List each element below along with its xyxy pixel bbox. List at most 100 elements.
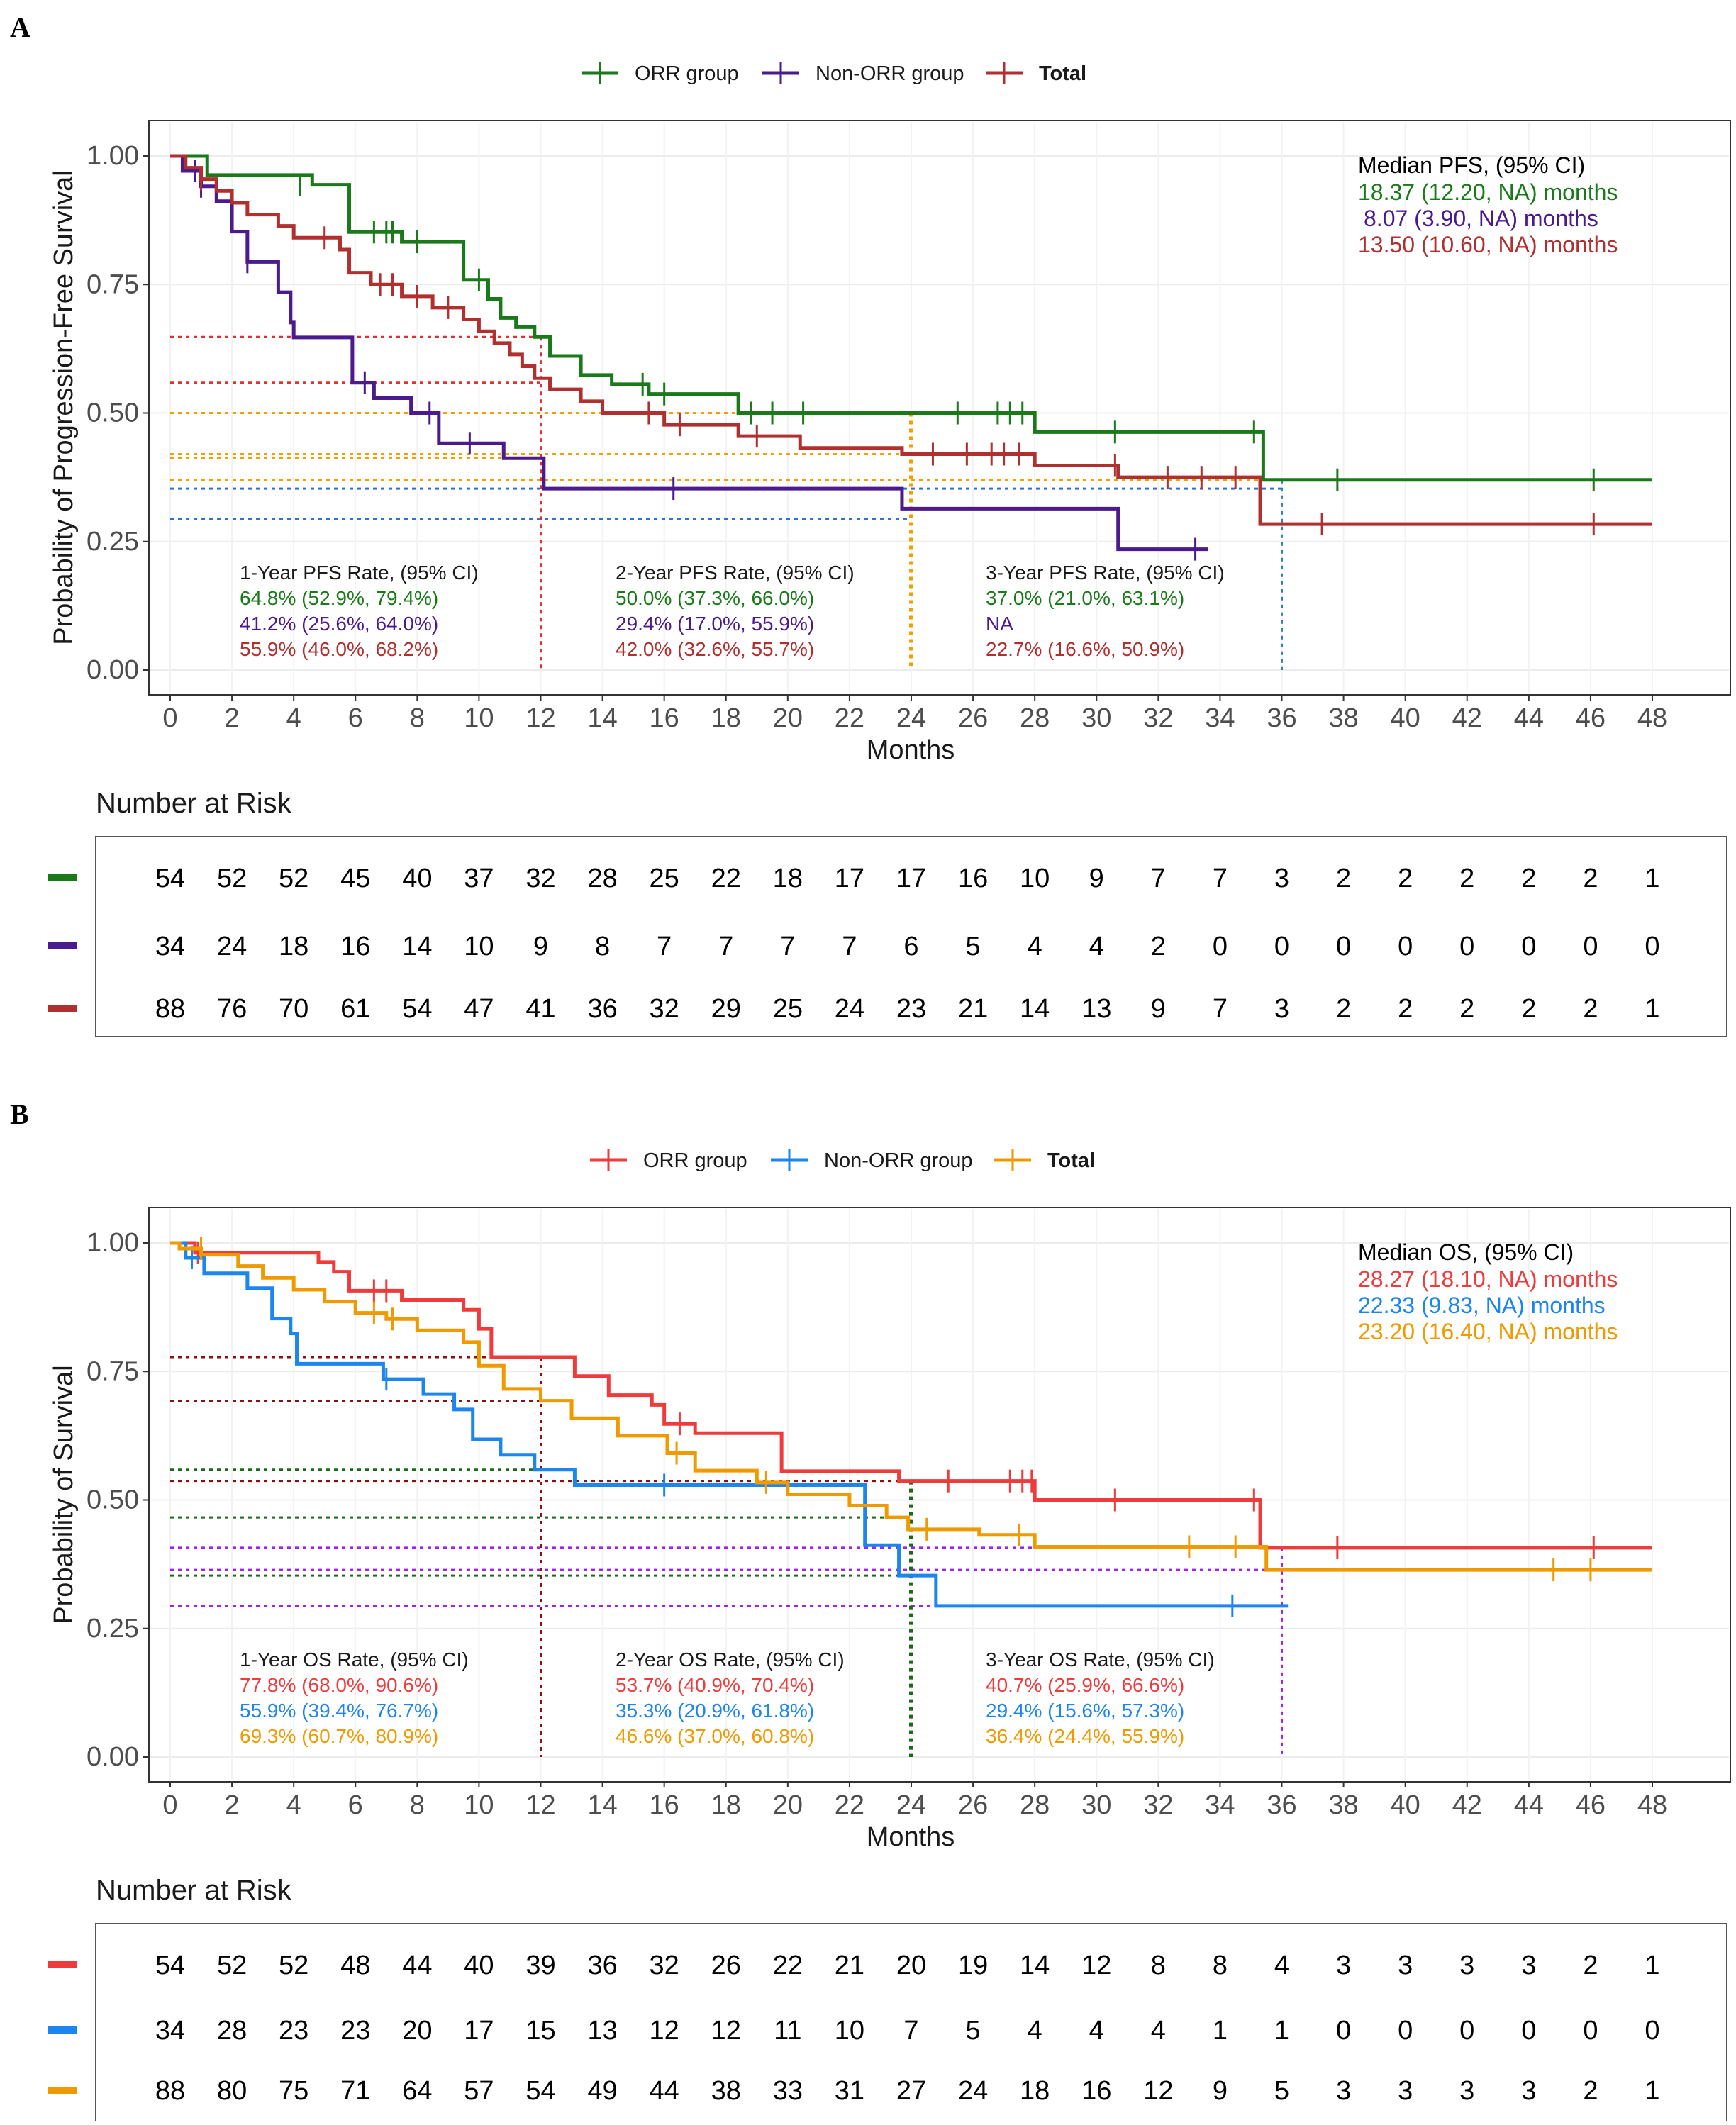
- rate-title: 3-Year PFS Rate, (95% CI): [986, 562, 1225, 584]
- km-curve: [170, 1241, 1652, 1550]
- rate-value: 35.3% (20.9%, 61.8%): [616, 1700, 814, 1722]
- risk-count: 12: [1143, 2076, 1173, 2106]
- risk-count: 12: [711, 2016, 741, 2046]
- risk-count: 22: [773, 1951, 803, 1980]
- risk-count: 1: [1645, 2076, 1659, 2106]
- risk-count: 12: [650, 2016, 679, 2046]
- risk-count: 76: [217, 994, 247, 1024]
- x-tick-label: 30: [1081, 703, 1111, 733]
- panel-letter: A: [10, 11, 30, 43]
- risk-count: 20: [896, 1951, 926, 1980]
- risk-count: 0: [1398, 932, 1413, 961]
- rate-value: 55.9% (46.0%, 68.2%): [240, 638, 438, 660]
- x-tick-label: 10: [464, 1790, 494, 1820]
- x-tick-label: 48: [1637, 703, 1667, 733]
- x-tick-label: 32: [1143, 1790, 1173, 1820]
- risk-count: 52: [279, 864, 308, 893]
- x-tick-label: 22: [835, 703, 864, 733]
- risk-count: 28: [587, 864, 617, 893]
- risk-count: 9: [1151, 994, 1166, 1024]
- rate-value: 55.9% (39.4%, 76.7%): [240, 1700, 438, 1722]
- risk-count: 2: [1521, 994, 1536, 1024]
- rate-value: 29.4% (17.0%, 55.9%): [616, 613, 814, 635]
- risk-count: 24: [958, 2076, 988, 2106]
- risk-count: 70: [279, 994, 308, 1024]
- rate-value: 50.0% (37.3%, 66.0%): [616, 587, 814, 609]
- risk-count: 4: [1151, 2016, 1166, 2046]
- risk-count: 3: [1274, 864, 1289, 893]
- risk-count: 41: [525, 994, 555, 1024]
- y-axis-title: Probability of Survival: [49, 1365, 79, 1624]
- km-curve: [170, 154, 1652, 482]
- x-tick-label: 38: [1328, 1790, 1358, 1820]
- rate-value: 77.8% (68.0%, 90.6%): [240, 1674, 438, 1696]
- risk-count: 28: [217, 2016, 247, 2046]
- risk-count: 7: [903, 2016, 918, 2046]
- risk-count: 7: [1213, 994, 1228, 1024]
- risk-count: 47: [464, 994, 494, 1024]
- risk-count: 13: [587, 2016, 617, 2046]
- risk-count: 36: [587, 1951, 617, 1980]
- x-tick-label: 36: [1267, 703, 1296, 733]
- risk-count: 0: [1645, 2016, 1659, 2046]
- y-tick-label: 0.00: [87, 1742, 139, 1772]
- risk-count: 80: [217, 2076, 247, 2106]
- median-value: 28.27 (18.10, NA) months: [1358, 1266, 1618, 1292]
- risk-count: 15: [525, 2016, 555, 2046]
- x-tick-label: 18: [711, 703, 741, 733]
- risk-count: 88: [155, 2076, 185, 2106]
- risk-count: 54: [155, 1951, 185, 1980]
- x-tick-label: 6: [348, 703, 363, 733]
- risk-count: 9: [533, 932, 548, 961]
- legend-label: ORR group: [635, 62, 739, 85]
- risk-count: 3: [1521, 2076, 1536, 2106]
- risk-count: 18: [1020, 2076, 1050, 2106]
- risk-count: 2: [1583, 864, 1598, 893]
- risk-count: 0: [1213, 932, 1228, 961]
- x-tick-label: 24: [896, 1790, 926, 1820]
- risk-count: 2: [1583, 1951, 1598, 1980]
- y-tick-label: 0.25: [87, 527, 139, 557]
- x-tick-label: 2: [225, 1790, 240, 1820]
- risk-count: 2: [1336, 864, 1351, 893]
- risk-count: 37: [464, 864, 494, 893]
- risk-count: 7: [842, 932, 857, 961]
- panel-b: B ORR group Non-ORR group Total 0.00 0.25 0.50…: [10, 1098, 1731, 2124]
- risk-count: 20: [402, 2016, 432, 2046]
- risk-count: 3: [1459, 2076, 1474, 2106]
- risk-count: 1: [1274, 2016, 1289, 2046]
- x-tick-label: 44: [1514, 703, 1544, 733]
- y-tick-label: 0.75: [87, 1356, 139, 1386]
- x-tick-label: 30: [1081, 1790, 1111, 1820]
- y-tick-label: 0.25: [87, 1614, 139, 1644]
- risk-count: 3: [1521, 1951, 1536, 1980]
- risk-title: Number at Risk: [96, 1875, 292, 1906]
- x-tick-label: 12: [525, 703, 555, 733]
- risk-count: 54: [155, 864, 185, 893]
- y-tick-label: 0.50: [87, 398, 139, 428]
- km-curve: [170, 1241, 1652, 1572]
- risk-count: 64: [402, 2076, 432, 2106]
- risk-count: 2: [1398, 864, 1413, 893]
- risk-count: 5: [966, 2016, 981, 2046]
- legend-item: Non-ORR group: [771, 1149, 973, 1172]
- risk-count: 17: [896, 864, 926, 893]
- km-curve: [170, 154, 1208, 552]
- x-tick-label: 46: [1576, 1790, 1606, 1820]
- km-curve: [170, 1241, 1289, 1608]
- risk-count: 0: [1521, 2016, 1536, 2046]
- risk-count: 3: [1336, 1951, 1351, 1980]
- x-tick-label: 34: [1205, 703, 1235, 733]
- risk-count: 9: [1089, 864, 1104, 893]
- risk-count: 3: [1398, 2076, 1413, 2106]
- risk-count: 2: [1459, 864, 1474, 893]
- risk-count: 32: [650, 994, 679, 1024]
- risk-count: 34: [155, 932, 185, 961]
- risk-count: 14: [402, 932, 432, 961]
- risk-count: 2: [1521, 864, 1536, 893]
- risk-count: 1: [1645, 1951, 1659, 1980]
- rate-value: 29.4% (15.6%, 57.3%): [986, 1700, 1184, 1722]
- risk-count: 39: [525, 1951, 555, 1980]
- risk-count: 0: [1521, 932, 1536, 961]
